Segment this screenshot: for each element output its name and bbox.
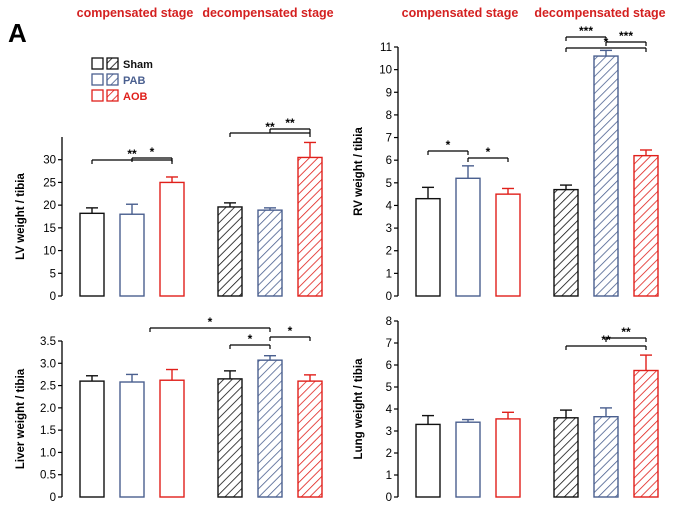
lung-y-tick-label: 8 — [386, 316, 392, 328]
lv-bar-pab-compensated — [119, 213, 145, 297]
rv-bar-pab-decompensated — [593, 55, 619, 297]
lv-significance-label: * — [150, 145, 155, 159]
legend-sham-label: Sham — [123, 59, 153, 71]
rv-y-tick-label: 10 — [379, 65, 392, 77]
rv-significance-label: * — [604, 35, 609, 49]
lv-y-tick-label: 0 — [50, 291, 56, 303]
lung-y-tick-label: 4 — [386, 404, 393, 416]
lung-bar-pab-compensated — [455, 421, 481, 498]
liver-y-tick-label: 0.5 — [40, 470, 56, 482]
legend-pab-open-swatch — [91, 73, 104, 86]
legend-pab-label: PAB — [123, 75, 145, 87]
stage-label-decompensated-left: decompensated stage — [202, 6, 333, 20]
lung-y-tick-label: 1 — [386, 470, 392, 482]
lv-y-tick-label: 10 — [43, 246, 56, 258]
lv-y-tick-label: 30 — [43, 155, 56, 167]
lv-significance-label: ** — [127, 147, 137, 161]
liver-y-tick-label: 2.0 — [40, 403, 56, 415]
liver-y-tick-label: 3.5 — [40, 336, 56, 348]
liver-y-tick-label: 3.0 — [40, 358, 56, 370]
liver-y-tick-label: 1.5 — [40, 425, 56, 437]
lv-significance-label: ** — [265, 120, 275, 134]
liver-significance-label: * — [208, 315, 213, 329]
lung-bar-sham-compensated — [415, 423, 441, 498]
rv-bar-pab-compensated — [455, 177, 481, 297]
lung-y-tick-label: 0 — [386, 492, 392, 504]
rv-y-tick-label: 3 — [386, 223, 392, 235]
lv-bar-aob-compensated — [159, 181, 185, 297]
legend-sham-hatched-swatch — [106, 57, 119, 70]
lv-y-tick-label: 5 — [50, 268, 56, 280]
lv-y-axis-label: LV weight / tibia — [15, 173, 27, 260]
rv-y-tick-label: 6 — [386, 155, 392, 167]
lung-y-tick-label: 3 — [386, 426, 392, 438]
stage-label-compensated-right: compensated stage — [402, 6, 519, 20]
rv-y-tick-label: 7 — [386, 133, 392, 145]
lv-bar-sham-compensated — [79, 212, 105, 297]
rv-bar-sham-compensated — [415, 197, 441, 297]
liver-y-tick-label: 1.0 — [40, 447, 56, 459]
liver-bar-sham-decompensated — [217, 378, 243, 498]
liver-bar-pab-compensated — [119, 381, 145, 498]
rv-y-tick-label: 5 — [386, 178, 392, 190]
rv-y-tick-label: 11 — [380, 42, 392, 54]
lv-y-tick-label: 20 — [43, 200, 56, 212]
rv-y-axis-label: RV weight / tibia — [353, 127, 365, 216]
legend-aob-label: AOB — [123, 91, 148, 103]
rv-bar-sham-decompensated — [553, 188, 579, 297]
lung-bar-pab-decompensated — [593, 416, 619, 498]
lv-bar-aob-decompensated — [297, 156, 323, 297]
lv-y-tick-label: 15 — [43, 223, 56, 235]
liver-significance-label: * — [248, 332, 253, 346]
chart-liver-weight: 0 0.5 1.0 1.5 2.0 2.5 3.0 3.5 Liver weight / tib… — [15, 315, 323, 504]
lung-y-tick-label: 6 — [386, 360, 392, 372]
rv-significance-label: * — [486, 145, 491, 159]
lung-y-tick-label: 7 — [386, 338, 392, 350]
rv-y-tick-label: 0 — [386, 291, 392, 303]
lung-bar-aob-decompensated — [633, 369, 659, 498]
liver-y-tick-label: 2.5 — [40, 381, 56, 393]
rv-bar-aob-compensated — [495, 193, 521, 297]
lung-significance-label: ** — [621, 325, 631, 339]
lung-bar-sham-decompensated — [553, 417, 579, 498]
panel-label: A — [8, 18, 27, 48]
rv-significance-label: *** — [579, 24, 593, 38]
stage-label-compensated-left: compensated stage — [77, 6, 194, 20]
legend-aob-hatched-swatch — [106, 89, 119, 102]
rv-y-tick-label: 8 — [386, 110, 392, 122]
rv-significance-label: *** — [619, 29, 633, 43]
rv-y-tick-label: 1 — [386, 268, 392, 280]
liver-significance-label: * — [288, 324, 293, 338]
lung-bar-aob-compensated — [495, 418, 521, 498]
liver-bar-aob-compensated — [159, 379, 185, 498]
legend: Sham PAB AOB — [91, 57, 153, 103]
lung-y-axis-label: Lung weight / tibia — [353, 358, 365, 460]
liver-y-axis-label: Liver weight / tibia — [15, 368, 27, 469]
rv-y-tick-label: 2 — [386, 246, 392, 258]
rv-bar-aob-decompensated — [633, 154, 659, 297]
liver-bar-pab-decompensated — [257, 359, 283, 498]
lv-bar-sham-decompensated — [217, 206, 243, 297]
stage-label-decompensated-right: decompensated stage — [534, 6, 665, 20]
lv-significance-label: ** — [285, 116, 295, 130]
rv-y-tick-label: 9 — [386, 87, 392, 99]
lung-y-tick-label: 2 — [386, 448, 392, 460]
lv-bar-pab-decompensated — [257, 209, 283, 297]
legend-sham-open-swatch — [91, 57, 104, 70]
liver-y-tick-label: 0 — [50, 492, 56, 504]
lv-y-tick-label: 25 — [43, 177, 56, 189]
liver-bar-sham-compensated — [79, 380, 105, 498]
rv-y-tick-label: 4 — [386, 200, 393, 212]
legend-aob-open-swatch — [91, 89, 104, 102]
lung-y-tick-label: 5 — [386, 382, 392, 394]
liver-bar-aob-decompensated — [297, 380, 323, 498]
legend-pab-hatched-swatch — [106, 73, 119, 86]
rv-significance-label: * — [446, 138, 451, 152]
